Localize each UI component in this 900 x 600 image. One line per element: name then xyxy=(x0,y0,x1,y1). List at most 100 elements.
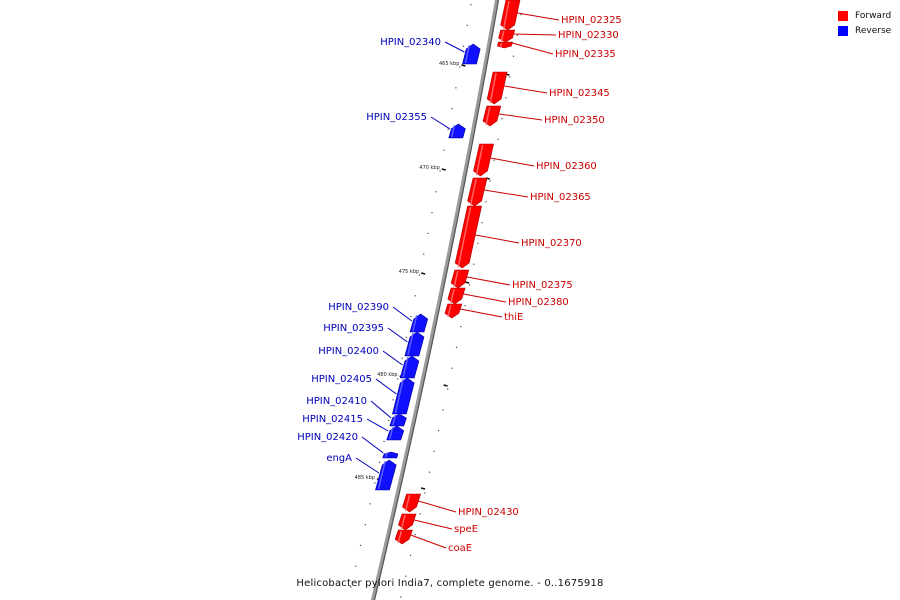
minor-tick xyxy=(442,409,444,411)
kbp-tick xyxy=(461,64,466,67)
minor-tick xyxy=(401,357,403,359)
minor-tick xyxy=(443,149,445,151)
gene-highlight xyxy=(457,206,472,268)
minor-tick xyxy=(509,76,511,78)
kbp-tick xyxy=(441,168,446,171)
minor-tick xyxy=(468,284,471,286)
gene-label-hpin_02350: HPIN_02350 xyxy=(544,115,605,126)
minor-tick xyxy=(505,97,507,99)
leader-line xyxy=(392,306,413,322)
legend: Forward Reverse xyxy=(838,8,891,38)
gene-label-thie: thiE xyxy=(504,312,523,323)
minor-tick xyxy=(397,378,399,380)
leader-line xyxy=(387,327,408,343)
gene-highlight xyxy=(500,30,505,42)
minor-tick xyxy=(414,295,416,297)
leader-line xyxy=(475,234,520,244)
minor-tick xyxy=(455,346,458,348)
gene-label-hpin_02345: HPIN_02345 xyxy=(549,88,610,99)
minor-tick xyxy=(431,212,433,214)
gene-block-hpin_02420 xyxy=(382,451,399,459)
minor-tick xyxy=(383,440,385,442)
leader-line xyxy=(361,436,384,454)
leader-line xyxy=(355,457,380,474)
kbp-label: 465 kbp xyxy=(439,61,459,67)
leader-line xyxy=(517,12,560,21)
genome-caption: Helicobacter pylori India7, complete gen… xyxy=(296,578,604,589)
minor-tick xyxy=(400,596,402,598)
minor-tick xyxy=(427,232,429,234)
leader-line xyxy=(444,41,465,53)
gene-highlight xyxy=(475,144,484,176)
kbp-tick xyxy=(443,384,448,387)
minor-tick xyxy=(451,108,453,110)
minor-tick xyxy=(516,34,518,36)
minor-tick xyxy=(423,253,425,255)
minor-tick xyxy=(359,544,362,546)
gene-highlight xyxy=(412,314,418,332)
leader-line xyxy=(410,534,447,549)
minor-tick xyxy=(435,191,437,193)
gene-block-hpin_02335 xyxy=(497,41,513,49)
gene-block-hpin_02325 xyxy=(500,0,521,31)
minor-tick xyxy=(388,420,390,422)
gene-label-enga: engA xyxy=(326,453,352,464)
gene-label-coae: coaE xyxy=(448,543,472,554)
leader-line xyxy=(460,308,503,318)
kbp-label: 470 kbp xyxy=(419,165,439,171)
minor-tick xyxy=(447,128,449,130)
gene-highlight xyxy=(404,494,411,512)
gene-label-hpin_02430: HPIN_02430 xyxy=(458,507,519,518)
minor-tick xyxy=(364,524,366,526)
minor-tick xyxy=(485,201,487,203)
gene-label-hpin_02410: HPIN_02410 xyxy=(306,396,367,407)
gene-highlight xyxy=(400,514,406,530)
minor-tick xyxy=(493,159,495,161)
leader-line xyxy=(414,519,453,530)
gene-label-hpin_02370: HPIN_02370 xyxy=(521,238,582,249)
gene-highlight xyxy=(392,414,397,426)
gene-label-hpin_02355: HPIN_02355 xyxy=(366,112,427,123)
minor-tick xyxy=(501,118,503,120)
minor-tick xyxy=(470,4,472,6)
gene-highlight xyxy=(485,106,491,126)
gene-highlight xyxy=(402,356,409,378)
minor-tick xyxy=(489,180,491,182)
gene-highlight xyxy=(464,44,470,64)
reverse-swatch xyxy=(838,25,848,36)
kbp-tick xyxy=(420,487,426,490)
minor-tick xyxy=(520,14,522,16)
kbp-tick xyxy=(465,281,470,284)
gene-label-hpin_02420: HPIN_02420 xyxy=(297,432,358,443)
leader-line xyxy=(466,276,511,286)
kbp-label: 485 kbp xyxy=(355,475,375,481)
minor-tick xyxy=(477,242,479,244)
minor-tick xyxy=(409,554,412,556)
gene-label-hpin_02365: HPIN_02365 xyxy=(530,192,591,203)
forward-swatch xyxy=(838,10,848,21)
gene-highlight xyxy=(469,178,477,206)
minor-tick xyxy=(473,263,475,265)
kbp-label: 480 kbp xyxy=(377,372,397,378)
gene-label-hpin_02375: HPIN_02375 xyxy=(512,280,573,291)
minor-tick xyxy=(497,138,499,140)
minor-tick xyxy=(447,388,449,390)
leader-line xyxy=(511,42,554,55)
minor-tick xyxy=(355,565,357,567)
kbp-tick xyxy=(421,272,426,275)
gene-highlight xyxy=(384,452,388,458)
leader-line xyxy=(498,113,543,121)
gene-highlight xyxy=(499,42,503,48)
minor-tick xyxy=(462,45,465,47)
minor-tick xyxy=(374,482,376,484)
minor-tick xyxy=(419,513,421,515)
leader-line xyxy=(418,500,457,513)
minor-tick xyxy=(466,24,468,26)
genome-backbone xyxy=(370,0,500,600)
leader-line xyxy=(513,33,557,36)
legend-item-reverse: Reverse xyxy=(838,23,891,38)
gene-highlight xyxy=(388,426,394,440)
minor-tick xyxy=(433,450,435,452)
gene-highlight xyxy=(394,378,404,414)
gene-label-hpin_02380: HPIN_02380 xyxy=(508,297,569,308)
